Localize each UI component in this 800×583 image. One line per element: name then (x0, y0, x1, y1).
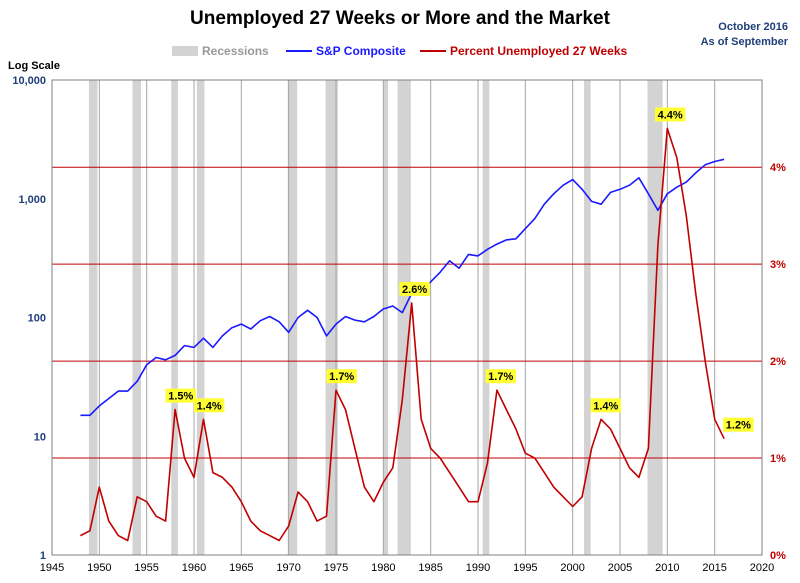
left-axis-label: Log Scale (8, 60, 60, 72)
annotation-bg-0 (165, 388, 196, 403)
x-tick-label-5: 1970 (276, 562, 300, 574)
x-tick-label-8: 1985 (418, 562, 442, 574)
legend-recessions-swatch (172, 46, 198, 56)
legend-recessions: Recessions (172, 44, 269, 58)
legend-unemp-label: Percent Unemployed 27 Weeks (450, 44, 628, 58)
annotation-label-0: 1.5% (168, 391, 193, 403)
annotation-bg-3 (399, 281, 430, 296)
x-tick-label-12: 2005 (608, 562, 632, 574)
annotation-bg-6 (654, 107, 686, 122)
chart-title: Unemployed 27 Weeks or More and the Mark… (190, 8, 610, 29)
recession-band-0 (88, 80, 98, 555)
recession-band-2 (171, 80, 178, 555)
date-note: October 2016 As of September (701, 20, 788, 50)
x-tick-label-9: 1990 (466, 562, 490, 574)
annotation-label-5: 1.4% (593, 400, 618, 412)
recession-band-3 (196, 80, 205, 555)
annotation-label-6: 4.4% (658, 109, 683, 121)
legend-sp-label: S&P Composite (316, 44, 406, 58)
x-tick-label-2: 1955 (134, 562, 158, 574)
annotation-bg-1 (193, 398, 225, 413)
left-tick-label-3: 1,000 (18, 194, 46, 206)
recession-band-7 (397, 80, 411, 555)
x-tick-label-4: 1965 (229, 562, 253, 574)
recession-bands (88, 80, 663, 555)
annotation-label-1: 1.4% (197, 400, 222, 412)
x-tick-label-15: 2020 (750, 562, 774, 574)
legend-sp: S&P Composite (286, 44, 406, 58)
left-tick-label-0: 1 (40, 550, 46, 562)
x-tick-label-14: 2015 (702, 562, 726, 574)
x-tick-label-6: 1975 (324, 562, 348, 574)
annotation-label-3: 2.6% (402, 284, 427, 296)
left-tick-label-1: 10 (34, 431, 46, 443)
date-note-as-of: As of September (700, 36, 788, 48)
annotation-bg-7 (723, 417, 754, 432)
right-tick-label-1: 1% (770, 453, 786, 465)
unemployed-27-weeks-line (80, 127, 725, 542)
annotation-label-4: 1.7% (488, 371, 513, 383)
left-tick-label-2: 100 (28, 313, 46, 325)
annotations: 1.5% 1.4% 1.7% 2.6% 1.7% 1.4% 4.4% 1.2% (165, 107, 754, 432)
legend-sp-swatch (286, 50, 312, 52)
x-tick-label-0: 1945 (40, 562, 64, 574)
annotation-bg-2 (326, 369, 357, 384)
right-tick-label-3: 3% (770, 259, 786, 271)
legend-recessions-label: Recessions (202, 44, 269, 58)
date-note-month: October 2016 (718, 21, 788, 33)
axes: 1945 1950 1955 1960 1965 1970 1975 1980 1985 1990… (12, 75, 786, 574)
annotation-label-2: 1.7% (329, 371, 354, 383)
x-tick-label-11: 2000 (560, 562, 584, 574)
x-tick-label-1: 1950 (87, 562, 111, 574)
left-tick-label-4: 10,000 (12, 75, 46, 87)
legend-unemp: Percent Unemployed 27 Weeks (420, 44, 627, 58)
x-tick-label-3: 1960 (182, 562, 206, 574)
recession-band-9 (584, 80, 591, 555)
recession-band-1 (132, 80, 141, 555)
right-tick-label-4: 4% (770, 162, 786, 174)
recession-band-6 (383, 80, 389, 555)
annotation-bg-4 (485, 369, 516, 384)
recession-band-4 (287, 80, 298, 555)
sp-composite-line (80, 158, 725, 417)
x-tick-label-7: 1980 (371, 562, 395, 574)
x-tick-label-10: 1995 (513, 562, 537, 574)
recession-band-5 (325, 80, 338, 555)
plot-frame (51, 79, 763, 556)
recession-band-8 (482, 80, 490, 555)
right-tick-label-0: 0% (770, 550, 786, 562)
right-tick-label-2: 2% (770, 356, 786, 368)
annotation-bg-5 (590, 398, 621, 413)
series-lines (80, 127, 725, 542)
x-tick-label-13: 2010 (655, 562, 679, 574)
legend-unemp-swatch (420, 50, 446, 52)
annotation-label-7: 1.2% (726, 420, 751, 432)
